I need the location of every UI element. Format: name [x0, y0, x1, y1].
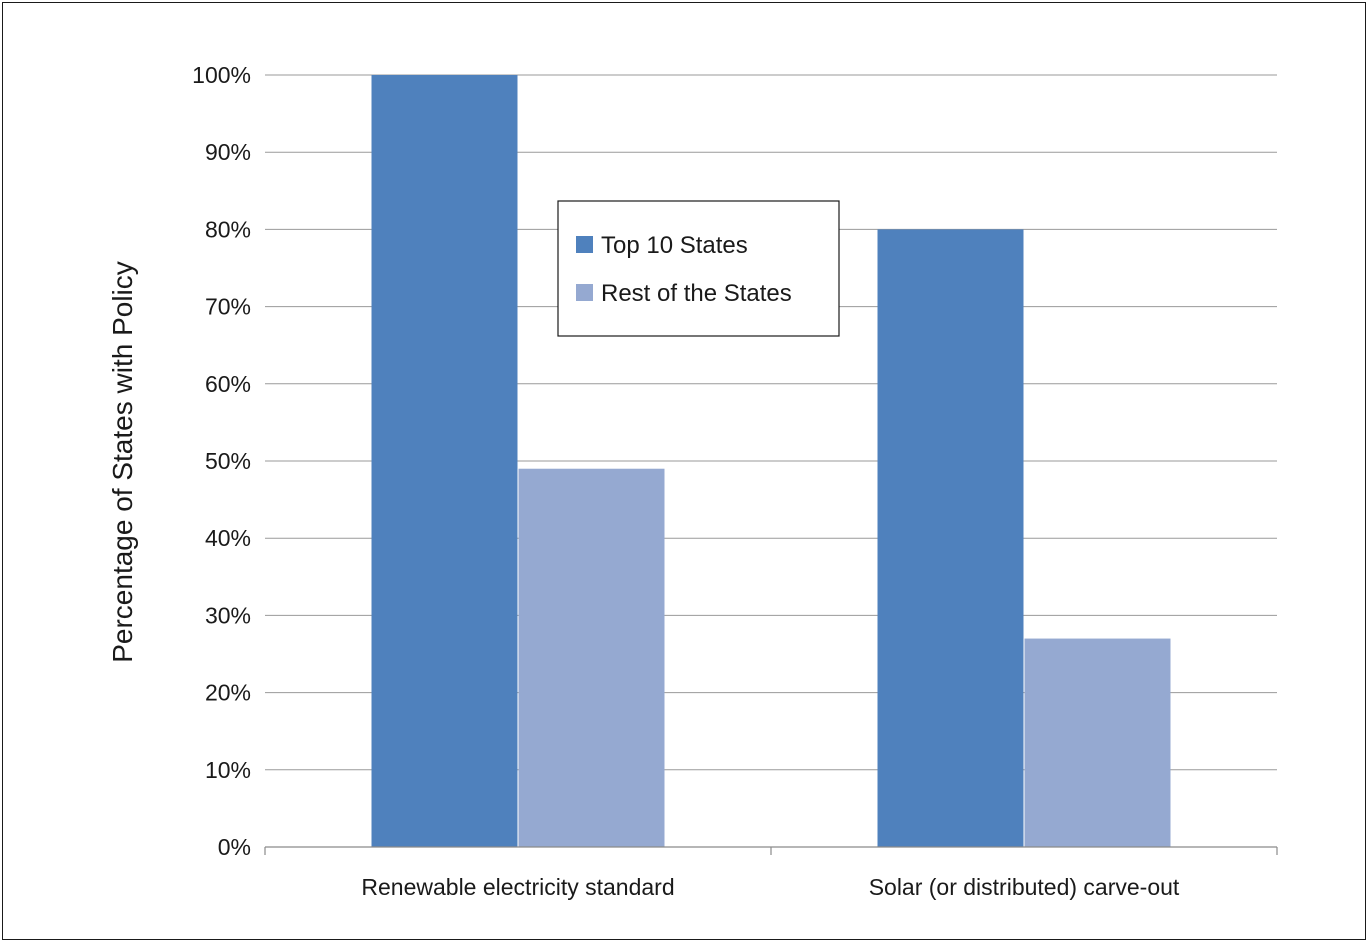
y-tick-label: 50%: [205, 448, 251, 474]
x-tick-label-renewable-electricity-standard: Renewable electricity standard: [361, 874, 674, 900]
bars: [371, 75, 1171, 847]
y-tick-label: 10%: [205, 757, 251, 783]
y-tick-label: 70%: [205, 294, 251, 320]
x-tick-labels: Renewable electricity standard Solar (or …: [361, 874, 1180, 900]
bar-top-10-states-renewable-electricity-standard: [371, 75, 518, 847]
axes: [264, 846, 1278, 855]
legend-label-top-10-states: Top 10 States: [601, 232, 748, 259]
y-tick-label: 100%: [192, 62, 251, 88]
legend-swatch-rest-of-the-states: [576, 284, 593, 301]
legend-label-rest-of-the-states: Rest of the States: [601, 280, 792, 307]
bar-rest-of-the-states-renewable-electricity-standard: [518, 468, 665, 847]
legend-swatch-top-10-states: [576, 236, 593, 253]
bar-rest-of-the-states-solar-or-distributed-carve-out: [1024, 638, 1171, 847]
y-tick-label: 60%: [205, 371, 251, 397]
x-tick-label-solar-or-distributed-carve-out: Solar (or distributed) carve-out: [869, 874, 1180, 900]
legend-box: [557, 200, 840, 337]
y-tick-label: 80%: [205, 216, 251, 242]
y-tick-label: 0%: [218, 834, 251, 860]
y-tick-label: 40%: [205, 525, 251, 551]
legend: Top 10 States Rest of the States: [557, 200, 840, 337]
y-tick-labels: 0% 10% 20% 30% 40% 50% 60% 70% 80% 90% 100%: [192, 62, 251, 860]
y-tick-label: 90%: [205, 139, 251, 165]
y-tick-label: 30%: [205, 602, 251, 628]
y-tick-label: 20%: [205, 680, 251, 706]
y-axis-title: Percentage of States with Policy: [107, 261, 138, 663]
bar-top-10-states-solar-or-distributed-carve-out: [877, 229, 1024, 847]
